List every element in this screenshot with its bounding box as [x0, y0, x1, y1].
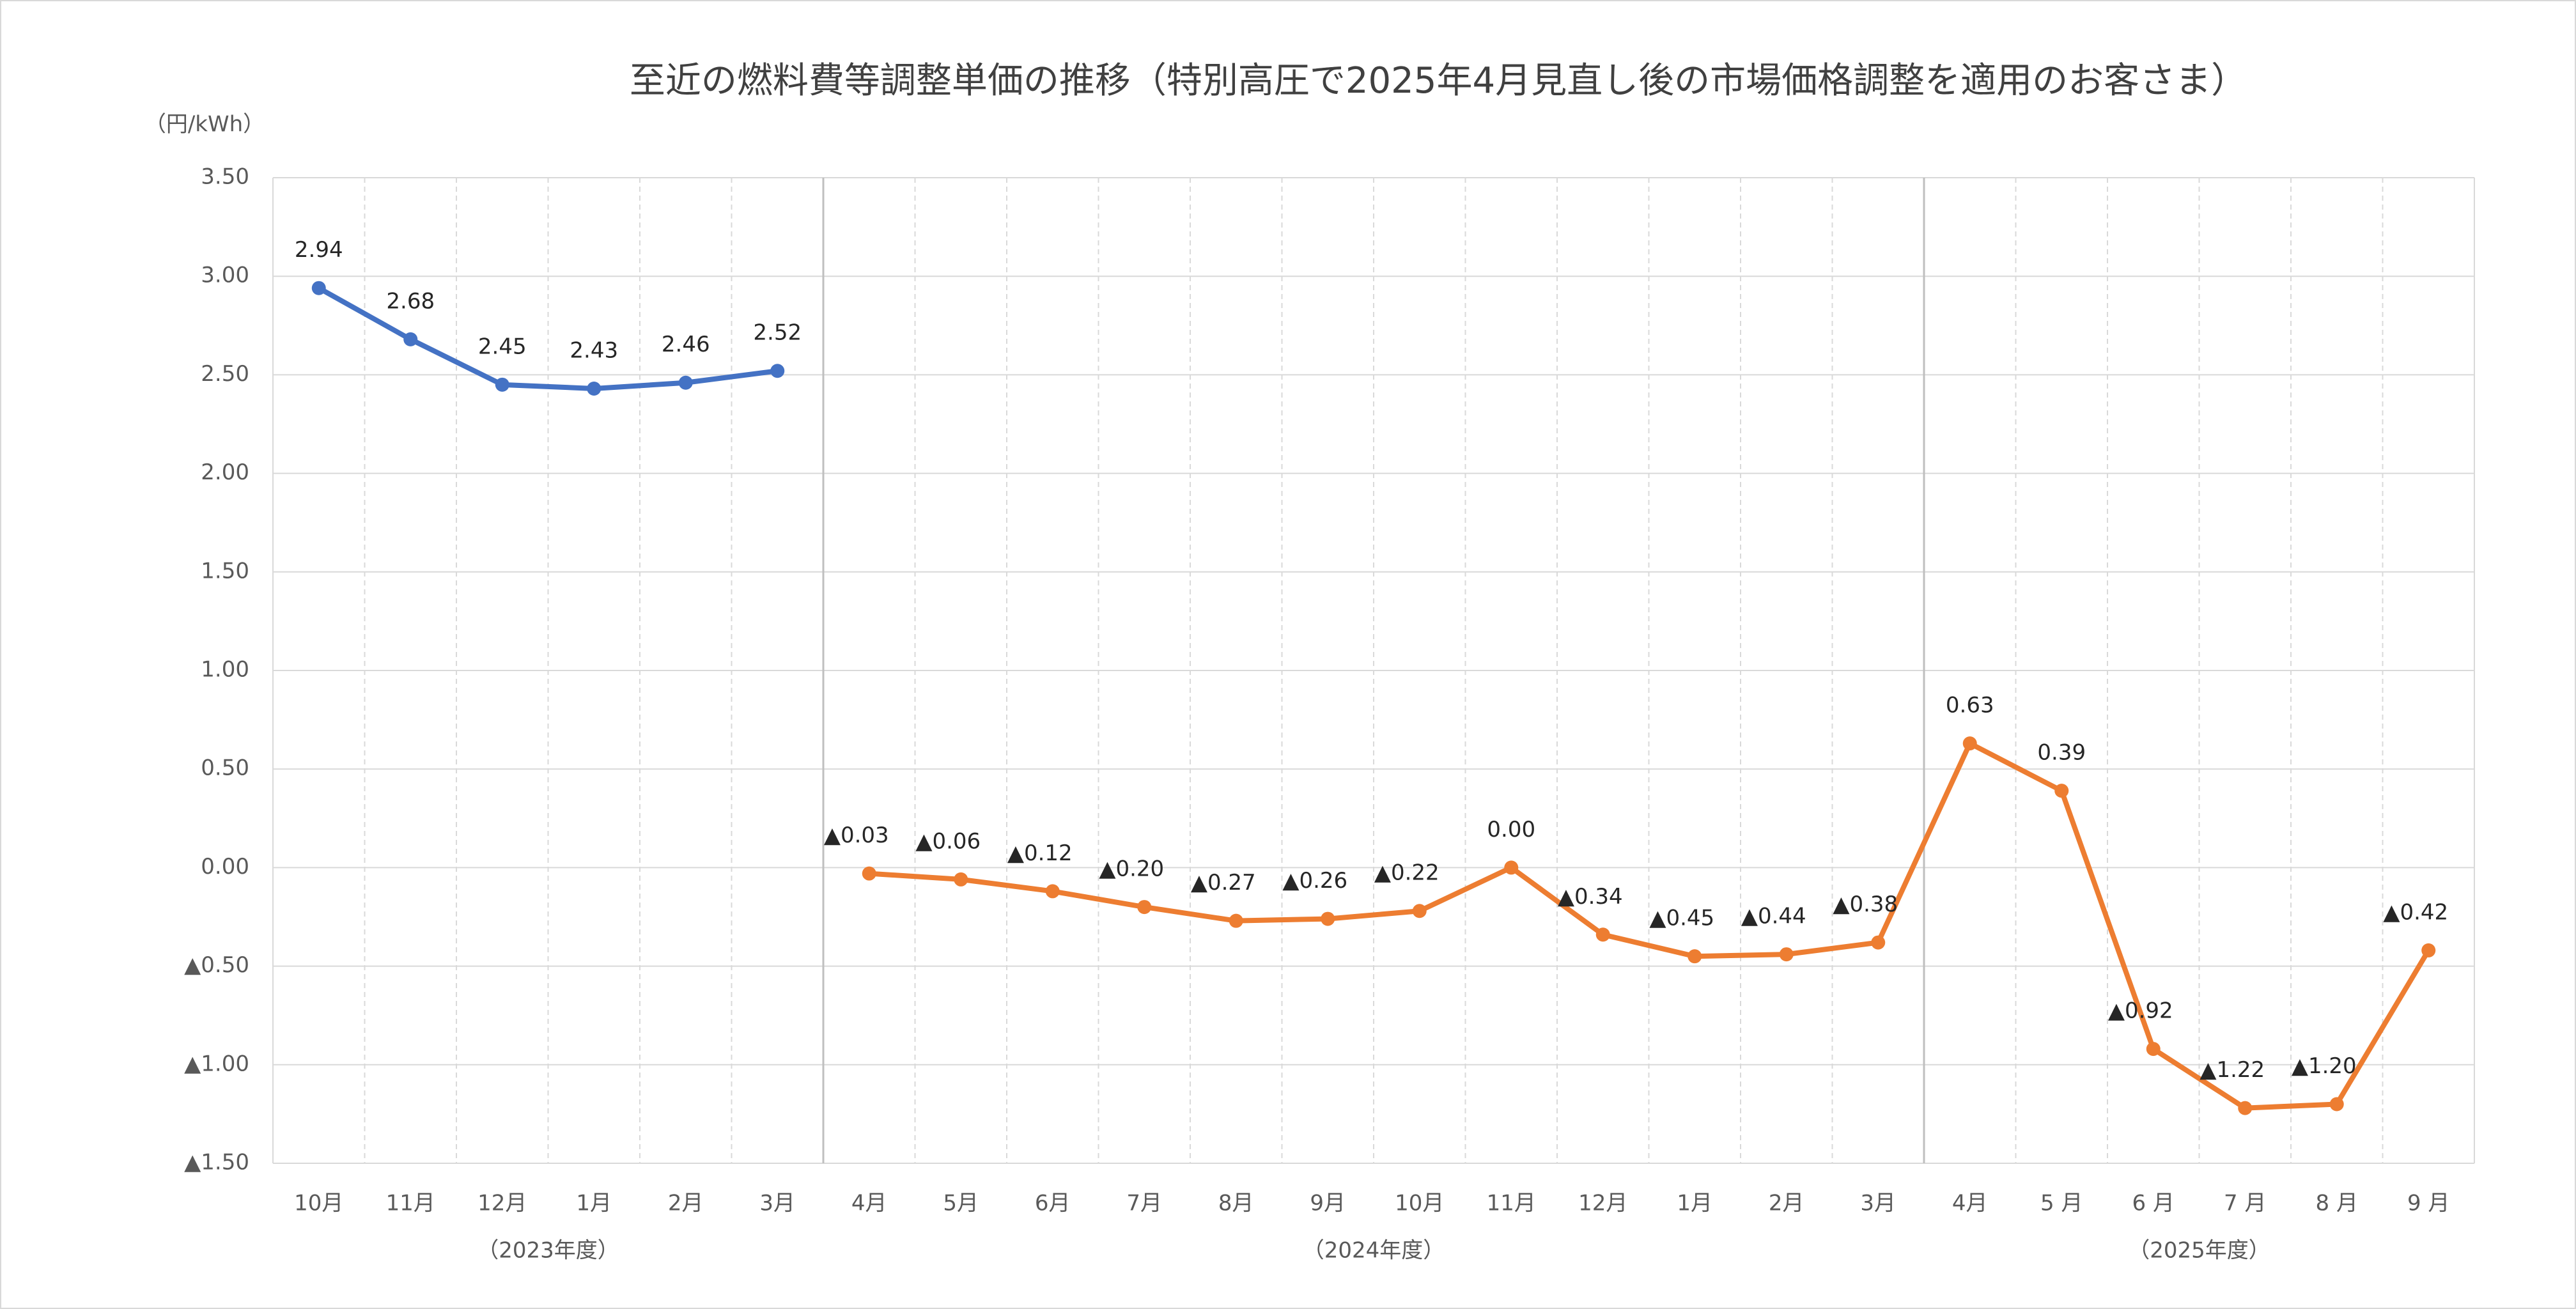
x-tick-label: 6月 — [1035, 1191, 1071, 1216]
y-tick-label: ▲1.00 — [184, 1051, 249, 1076]
data-label: 0.00 — [1487, 817, 1535, 842]
y-tick-label: 0.50 — [201, 755, 249, 781]
x-tick-label: 12月 — [1578, 1191, 1627, 1216]
data-point — [1779, 947, 1794, 962]
x-tick-label: 1月 — [1677, 1191, 1712, 1216]
data-label: ▲0.27 — [1191, 870, 1256, 895]
data-label: ▲1.22 — [2200, 1057, 2265, 1083]
group-label: （2024年度） — [1303, 1238, 1445, 1264]
y-axis-label: （円/kWh） — [144, 112, 265, 137]
data-point — [678, 375, 693, 390]
y-tick-label: ▲1.50 — [184, 1150, 249, 1175]
data-point — [1688, 949, 1702, 964]
x-tick-label: 11月 — [1487, 1191, 1536, 1216]
data-point — [2054, 784, 2069, 798]
data-point — [1137, 900, 1152, 915]
data-label: ▲0.42 — [2383, 899, 2448, 925]
x-tick-label: 6 月 — [2132, 1191, 2175, 1216]
x-tick-label: 3月 — [759, 1191, 795, 1216]
data-label: ▲1.20 — [2292, 1053, 2357, 1079]
data-point — [2329, 1097, 2344, 1111]
data-point — [862, 866, 876, 881]
data-point — [587, 381, 601, 396]
data-point — [2421, 943, 2436, 957]
data-point — [1504, 860, 1519, 875]
y-tick-label: ▲0.50 — [184, 952, 249, 978]
group-label: （2025年度） — [2128, 1238, 2270, 1264]
data-point — [1871, 935, 1886, 950]
data-label: ▲0.34 — [1558, 884, 1623, 910]
data-label: ▲0.12 — [1007, 840, 1073, 866]
y-tick-label: 2.00 — [201, 460, 249, 485]
data-point — [1412, 904, 1427, 918]
data-label: 0.63 — [1946, 693, 1994, 718]
x-tick-label: 9 月 — [2407, 1191, 2449, 1216]
data-label: ▲0.06 — [915, 828, 981, 854]
data-label: 0.39 — [2037, 740, 2086, 766]
x-tick-label: 8月 — [1218, 1191, 1254, 1216]
data-label: 2.68 — [386, 288, 435, 314]
y-tick-label: 1.00 — [201, 657, 249, 683]
data-point — [1321, 911, 1335, 926]
data-point — [2146, 1042, 2161, 1057]
data-label: ▲0.45 — [1649, 906, 1714, 931]
x-tick-label: 11月 — [386, 1191, 435, 1216]
data-label: ▲0.22 — [1374, 860, 1439, 886]
series-line — [317, 286, 778, 391]
x-tick-label: 10月 — [294, 1191, 343, 1216]
data-label: 2.94 — [295, 237, 343, 263]
data-label: 2.52 — [753, 320, 802, 346]
group-label: （2023年度） — [477, 1238, 619, 1264]
data-label: ▲0.03 — [824, 823, 889, 848]
data-label: ▲0.92 — [2108, 998, 2173, 1024]
x-tick-label: 4月 — [851, 1191, 887, 1216]
chart-title: 至近の燃料費等調整単価の推移（特別高圧で2025年4月見直し後の市場価格調整を適… — [630, 60, 2247, 102]
x-tick-label: 8 月 — [2316, 1191, 2358, 1216]
x-tick-label: 9月 — [1310, 1191, 1346, 1216]
y-tick-label: 2.50 — [201, 361, 249, 387]
data-point — [495, 377, 509, 392]
data-point — [1962, 736, 1977, 751]
x-tick-label: 4月 — [1952, 1191, 1988, 1216]
y-tick-label: 0.00 — [201, 854, 249, 879]
data-label: ▲0.38 — [1833, 892, 1898, 917]
x-tick-label: 10月 — [1395, 1191, 1444, 1216]
data-label: ▲0.44 — [1741, 904, 1806, 929]
x-tick-label: 3月 — [1860, 1191, 1896, 1216]
data-label: ▲0.26 — [1282, 868, 1347, 894]
data-label: 2.43 — [570, 337, 618, 363]
x-tick-label: 2月 — [668, 1191, 704, 1216]
data-point — [1045, 884, 1060, 899]
series-line — [869, 741, 2431, 1111]
data-point — [403, 332, 418, 346]
data-point — [1229, 913, 1243, 928]
y-tick-label: 3.50 — [201, 164, 249, 190]
x-tick-label: 1月 — [576, 1191, 612, 1216]
data-label: 2.45 — [478, 334, 527, 359]
data-point — [954, 872, 968, 887]
x-tick-label: 7月 — [1126, 1191, 1162, 1216]
data-point — [311, 281, 326, 295]
x-tick-label: 5 月 — [2040, 1191, 2083, 1216]
x-tick-label: 12月 — [477, 1191, 527, 1216]
x-tick-label: 5月 — [943, 1191, 979, 1216]
data-label: 2.46 — [662, 332, 710, 357]
y-tick-label: 3.00 — [201, 263, 249, 288]
data-label: ▲0.20 — [1099, 856, 1164, 882]
x-tick-label: 7 月 — [2224, 1191, 2266, 1216]
data-point — [1595, 927, 1610, 942]
y-tick-label: 1.50 — [201, 558, 249, 584]
data-point — [2238, 1101, 2253, 1115]
x-tick-label: 2月 — [1769, 1191, 1804, 1216]
data-point — [770, 364, 785, 378]
